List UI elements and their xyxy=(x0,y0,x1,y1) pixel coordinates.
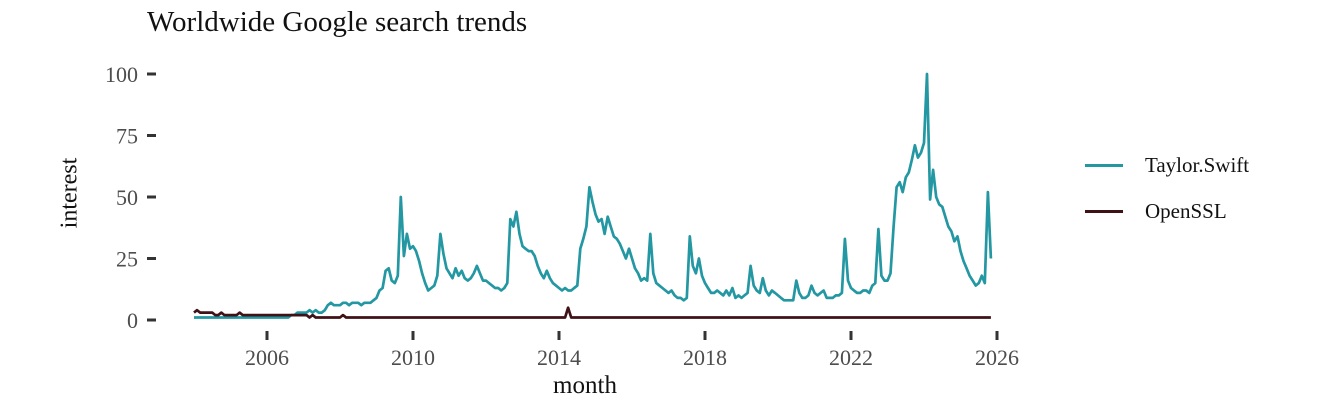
series-line-openssl xyxy=(193,306,991,319)
y-axis-tick-label: 100 xyxy=(105,62,138,87)
y-axis-tick-label: 25 xyxy=(116,247,138,272)
x-axis-tick-label: 2010 xyxy=(391,345,435,370)
x-axis-tick-label: 2014 xyxy=(537,345,581,370)
legend-item-openssl: OpenSSL xyxy=(1085,196,1249,226)
x-axis-tick-label: 2026 xyxy=(975,345,1019,370)
y-axis-tick-label: 50 xyxy=(116,185,138,210)
legend-label: OpenSSL xyxy=(1145,198,1227,223)
x-axis-tick-label: 2006 xyxy=(245,345,289,370)
legend-line-swatch xyxy=(1085,209,1123,213)
y-axis-tick-label: 75 xyxy=(116,124,138,149)
legend-label: Taylor.Swift xyxy=(1145,152,1250,177)
x-axis-label: month xyxy=(553,372,617,399)
legend-line-swatch xyxy=(1085,163,1123,167)
x-axis-tick-label: 2022 xyxy=(829,345,873,370)
series-line-taylor-swift xyxy=(194,72,993,319)
y-axis-tick-label: 0 xyxy=(127,308,138,333)
legend-item-taylor-swift: Taylor.Swift xyxy=(1085,150,1249,180)
chart-title: Worldwide Google search trends xyxy=(147,6,528,38)
x-axis-tick-label: 2018 xyxy=(683,345,727,370)
legend: Taylor.Swift OpenSSL xyxy=(1085,150,1249,242)
